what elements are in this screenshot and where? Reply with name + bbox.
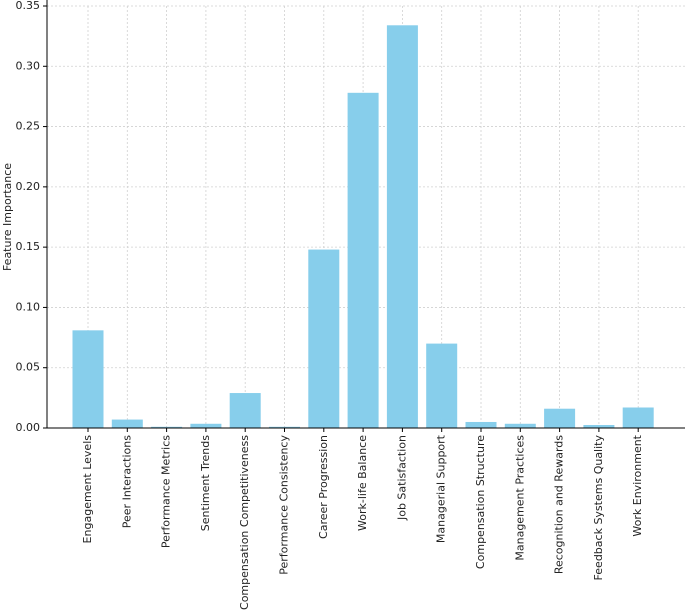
x-tick-label: Performance Consistency [278, 435, 291, 575]
bar [544, 408, 576, 428]
x-tick-label: Performance Metrics [160, 435, 173, 548]
x-tick-label: Management Practices [513, 435, 526, 561]
y-tick-label: 0.30 [16, 59, 41, 72]
bar [151, 426, 183, 428]
x-tick-label: Career Progression [317, 435, 330, 539]
x-tick-label: Peer Interactions [120, 435, 133, 528]
x-tick-label: Compensation Structure [474, 435, 487, 569]
bar [308, 249, 340, 428]
x-tick-label: Managerial Support [435, 434, 448, 543]
y-tick-label: 0.05 [16, 361, 41, 374]
y-tick-label: 0.15 [16, 240, 41, 253]
x-tick-label: Job Satisfaction [395, 435, 408, 521]
bar [269, 426, 300, 428]
bar [111, 419, 143, 428]
bar [504, 423, 536, 428]
x-tick-label: Work Environment [631, 434, 644, 536]
x-tick-label: Work-life Balance [356, 435, 369, 531]
x-tick-label: Recognition and Rewards [553, 435, 566, 574]
bar [426, 343, 458, 428]
bar [386, 25, 418, 428]
y-tick-label: 0.25 [16, 120, 41, 133]
bar [347, 92, 379, 428]
x-tick-label: Compensation Competitiveness [238, 435, 251, 610]
y-tick-label: 0.20 [16, 180, 41, 193]
bar [190, 423, 222, 428]
x-tick-label: Sentiment Trends [199, 435, 212, 531]
bar [465, 421, 497, 428]
y-tick-label: 0.00 [16, 421, 41, 434]
bar [229, 393, 261, 428]
bar [583, 424, 615, 428]
y-axis-label: Feature Importance [1, 163, 14, 271]
bar [72, 330, 104, 428]
bar [622, 407, 654, 428]
y-tick-label: 0.35 [16, 0, 41, 12]
x-tick-label: Engagement Levels [81, 435, 94, 544]
y-tick-label: 0.10 [16, 300, 41, 313]
x-tick-label: Feedback Systems Quality [592, 435, 605, 581]
